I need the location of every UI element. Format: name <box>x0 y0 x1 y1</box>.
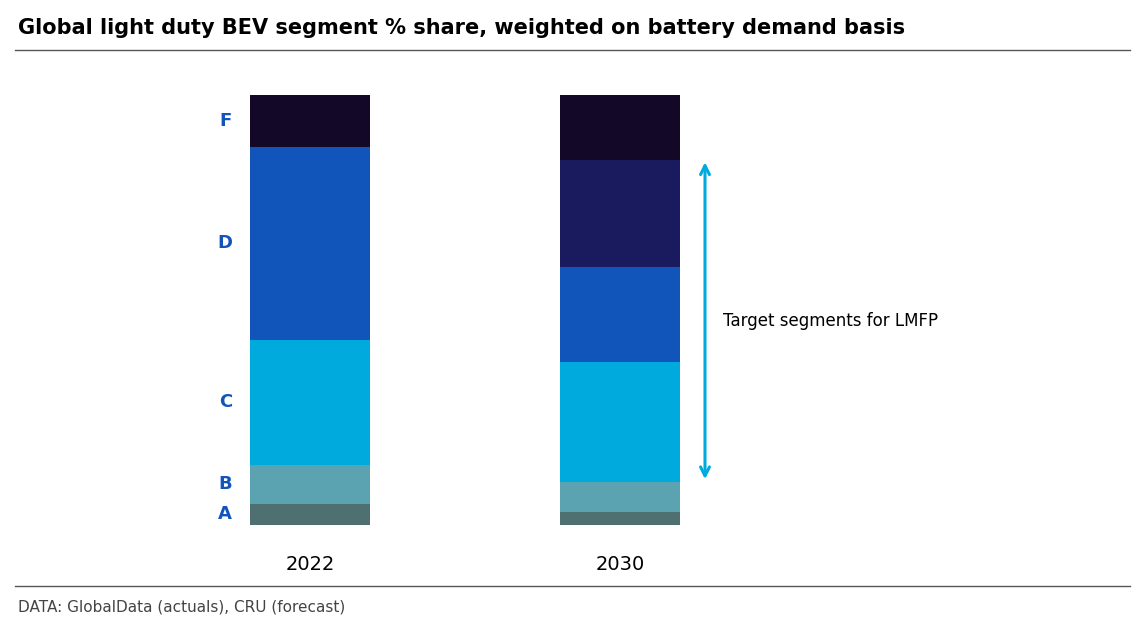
Bar <box>560 160 680 267</box>
Text: Global light duty BEV segment % share, weighted on battery demand basis: Global light duty BEV segment % share, w… <box>18 18 906 38</box>
Text: D: D <box>218 235 232 252</box>
Text: 2030: 2030 <box>595 555 645 574</box>
Text: F: F <box>220 112 232 130</box>
Bar <box>250 465 370 503</box>
Text: B: B <box>219 475 232 493</box>
Bar <box>250 95 370 146</box>
Bar <box>560 512 680 525</box>
Text: Target segments for LMFP: Target segments for LMFP <box>722 312 938 330</box>
Bar <box>250 503 370 525</box>
Bar <box>560 95 680 160</box>
Text: DATA: GlobalData (actuals), CRU (forecast): DATA: GlobalData (actuals), CRU (forecas… <box>18 600 346 615</box>
Bar <box>250 340 370 465</box>
Text: A: A <box>219 505 232 523</box>
Bar <box>560 267 680 361</box>
Bar <box>250 146 370 340</box>
Bar <box>560 361 680 482</box>
Bar <box>560 482 680 512</box>
Text: C: C <box>219 394 232 411</box>
Text: 2022: 2022 <box>285 555 334 574</box>
